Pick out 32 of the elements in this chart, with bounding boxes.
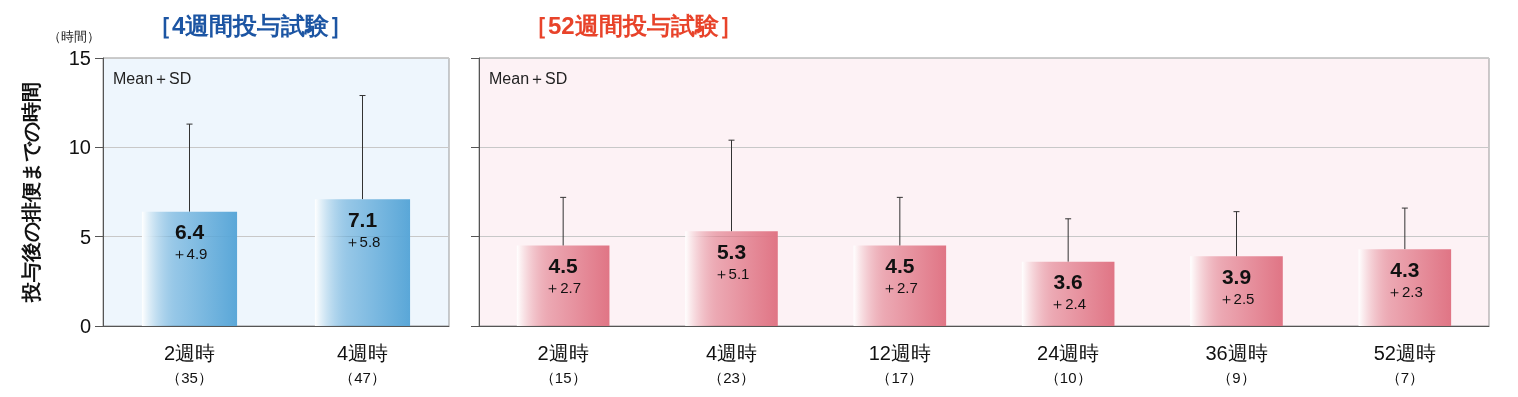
y-tick-label: 10 bbox=[68, 136, 91, 159]
y-axis-title: 投与後の排便までの時間 bbox=[20, 82, 42, 303]
text: （時間） bbox=[48, 29, 100, 44]
x-tick-label: 4週時（47） bbox=[336, 342, 389, 386]
annotation: Mean＋SD bbox=[113, 69, 192, 87]
bar bbox=[685, 231, 778, 326]
data-label: 6.4 ＋4.9 bbox=[171, 220, 208, 263]
bar bbox=[853, 245, 947, 326]
y-tick-label: 5 bbox=[79, 225, 91, 248]
x-tick-label: 2週時（35） bbox=[163, 342, 216, 386]
bar bbox=[1190, 256, 1283, 326]
y-tick-label: 15 bbox=[68, 47, 91, 69]
bar bbox=[1021, 261, 1115, 326]
chart-title: ［52週間投与試験］ bbox=[524, 11, 743, 39]
x-tick-label: 24週時（10） bbox=[1037, 342, 1100, 386]
x-tick-label: 12週時（17） bbox=[868, 342, 931, 386]
bar bbox=[1358, 249, 1452, 326]
data-label: 3.9 ＋2.5 bbox=[1218, 264, 1255, 307]
data-label: 4.5 ＋2.7 bbox=[881, 254, 918, 297]
bar bbox=[516, 245, 610, 326]
x-tick-label: 2週時（15） bbox=[537, 342, 589, 386]
chart-title: ［4週間投与試験］ bbox=[148, 11, 354, 39]
y-tick-label: 0 bbox=[79, 315, 91, 337]
data-label: 7.1 ＋5.8 bbox=[344, 207, 381, 250]
x-tick-label: 36週時（9） bbox=[1205, 342, 1268, 386]
data-label: 3.6 ＋2.4 bbox=[1050, 270, 1087, 313]
data-label: 4.5 ＋2.7 bbox=[545, 254, 582, 297]
annotation: Mean＋SD bbox=[489, 69, 568, 87]
x-tick-label: 4週時（23） bbox=[705, 342, 758, 386]
x-tick-label: 52週時（7） bbox=[1373, 342, 1436, 386]
data-label: 4.3 ＋2.3 bbox=[1386, 257, 1423, 300]
data-label: 5.3 ＋5.1 bbox=[713, 239, 750, 282]
